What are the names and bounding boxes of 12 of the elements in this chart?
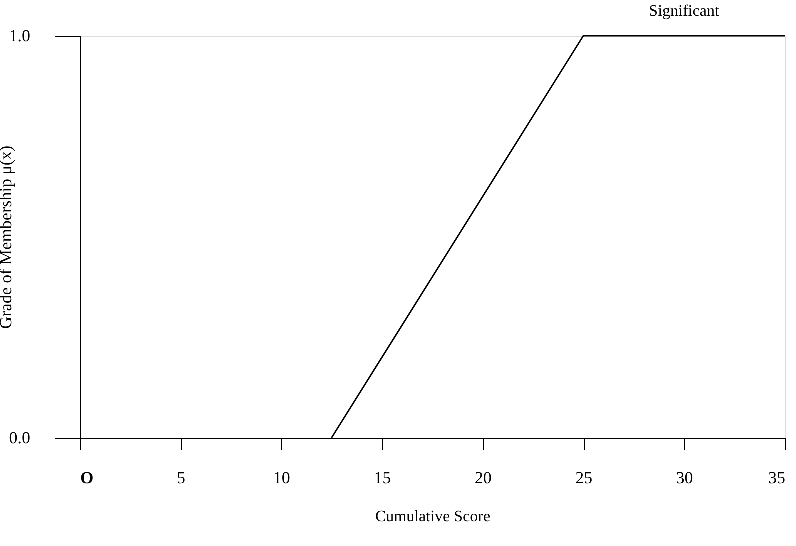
y-tick-label: 0.0 (9, 428, 30, 448)
x-tick-label: 5 (176, 468, 186, 488)
annotation: Significant (649, 3, 720, 20)
x-tick-label: 30 (676, 468, 694, 488)
x-tick-label: O (80, 468, 94, 488)
y-tick-label: 1.0 (9, 26, 30, 46)
x-tick-label: 15 (374, 468, 392, 488)
x-axis-title: Cumulative Score (375, 508, 491, 526)
x-tick-label: 35 (768, 468, 786, 488)
x-tick-label: 25 (576, 468, 593, 488)
x-tick-label: 10 (273, 468, 290, 488)
x-tick-label: 20 (474, 468, 492, 488)
